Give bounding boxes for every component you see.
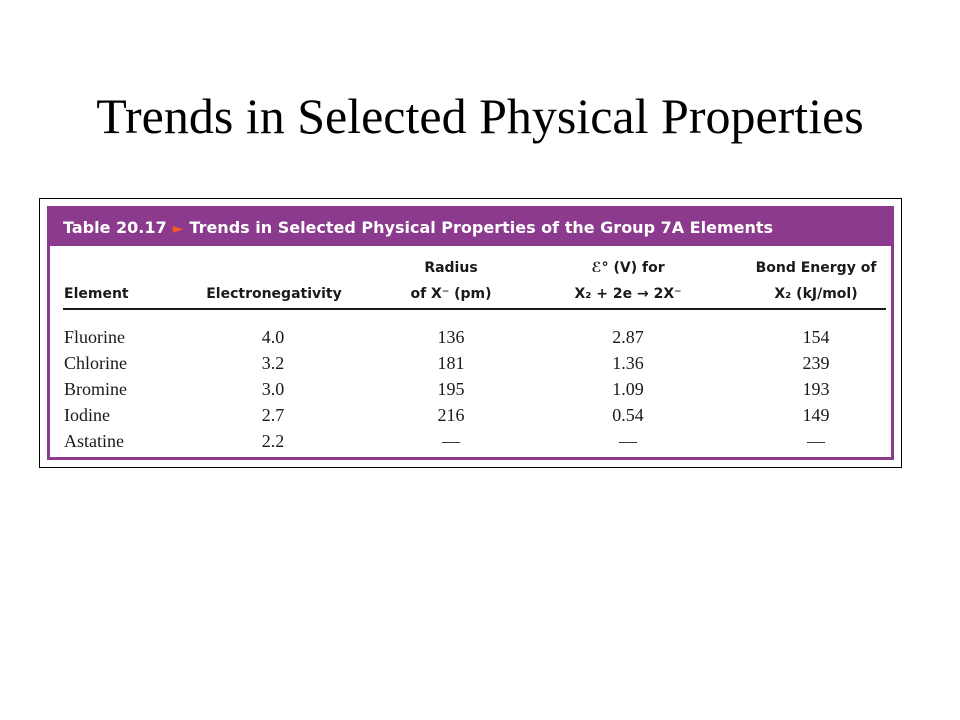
header-radius-line2: of X⁻ (pm) [410,286,492,302]
cell-element: Iodine [64,405,110,425]
cell-radius: 216 [437,405,465,425]
cell-potential: 1.36 [612,353,644,373]
right-triangle-icon: ► [172,221,184,237]
cell-electronegativity: 3.2 [261,353,285,373]
cell-potential: — [619,431,637,451]
cell-radius: 195 [437,379,465,399]
header-potential-line1: ℰ° (V) for [591,260,665,276]
cell-bond-energy: 149 [802,405,830,425]
cell-bond-energy: 239 [802,353,830,373]
header-bond-line2: X₂ (kJ/mol) [774,286,858,302]
cell-electronegativity: 4.0 [261,327,285,347]
cell-bond-energy: — [807,431,825,451]
cell-radius: 181 [437,353,465,373]
slide-title: Trends in Selected Physical Properties [96,88,864,144]
cell-radius: 136 [437,327,465,347]
table-number: Table 20.17 [63,218,167,237]
cell-potential: 1.09 [612,379,644,399]
cell-element: Astatine [64,431,124,451]
cell-radius: — [442,431,460,451]
cell-potential: 2.87 [612,327,644,347]
header-potential-line2: X₂ + 2e → 2X⁻ [574,286,682,302]
header-potential: ℰ° (V) for X₂ + 2e → 2X⁻ [538,255,718,307]
table-caption: Table 20.17 ► Trends in Selected Physical … [50,209,891,246]
cell-element: Bromine [64,379,127,399]
cell-electronegativity: 2.7 [261,405,285,425]
header-element: Element [64,281,129,307]
cell-potential: 0.54 [612,405,644,425]
header-radius: Radius of X⁻ (pm) [386,255,516,307]
cell-electronegativity: 2.2 [261,431,285,451]
header-divider [63,308,886,310]
header-electronegativity-label: Electronegativity [206,286,342,302]
cell-bond-energy: 193 [802,379,830,399]
header-element-label: Element [64,286,129,302]
cell-element: Fluorine [64,327,125,347]
header-radius-line1: Radius [424,260,478,276]
data-table: Table 20.17 ► Trends in Selected Physical … [47,206,894,460]
header-bond-energy: Bond Energy of X₂ (kJ/mol) [736,255,896,307]
cell-bond-energy: 154 [802,327,830,347]
header-electronegativity: Electronegativity [194,281,354,307]
table-image-frame: Table 20.17 ► Trends in Selected Physical … [39,198,902,468]
header-bond-line1: Bond Energy of [755,260,877,276]
cell-element: Chlorine [64,353,127,373]
table-caption-text: Trends in Selected Physical Properties o… [189,218,774,237]
cell-electronegativity: 3.0 [261,379,285,399]
